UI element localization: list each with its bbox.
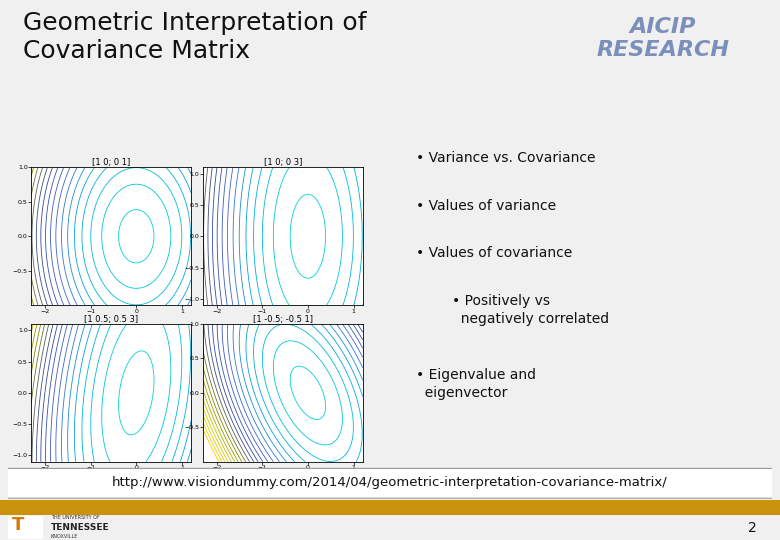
Title: [1 -0.5; -0.5 1]: [1 -0.5; -0.5 1] (253, 315, 313, 324)
Text: • Values of covariance: • Values of covariance (417, 246, 573, 260)
Text: • Eigenvalue and
  eigenvector: • Eigenvalue and eigenvector (417, 368, 537, 400)
FancyBboxPatch shape (0, 468, 780, 498)
Bar (0, 500, 780, 515)
Text: THE UNIVERSITY OF: THE UNIVERSITY OF (51, 515, 99, 520)
Bar (8, 516, 43, 539)
Title: [1 0; 0 1]: [1 0; 0 1] (92, 158, 130, 167)
Text: KNOXVILLE: KNOXVILLE (51, 534, 78, 539)
Text: TENNESSEE: TENNESSEE (51, 523, 109, 532)
Title: [1 0; 0 3]: [1 0; 0 3] (264, 158, 302, 167)
Text: http://www.visiondummy.com/2014/04/geometric-interpretation-covariance-matrix/: http://www.visiondummy.com/2014/04/geome… (112, 476, 668, 489)
Text: 2: 2 (748, 521, 757, 535)
Text: • Variance vs. Covariance: • Variance vs. Covariance (417, 151, 596, 165)
Title: [1 0.5; 0.5 3]: [1 0.5; 0.5 3] (84, 315, 138, 324)
Text: Geometric Interpretation of
Covariance Matrix: Geometric Interpretation of Covariance M… (23, 11, 367, 63)
Text: • Positively vs
  negatively correlated: • Positively vs negatively correlated (452, 294, 609, 326)
Text: • Values of variance: • Values of variance (417, 199, 556, 213)
Text: T: T (12, 516, 24, 534)
Text: AICIP
RESEARCH: AICIP RESEARCH (597, 17, 729, 60)
